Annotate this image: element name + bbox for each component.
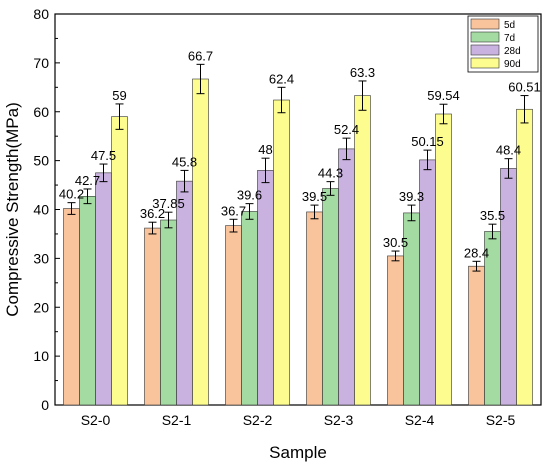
data-label: 39.5 <box>302 189 327 204</box>
bars <box>63 63 533 406</box>
data-label: 50.15 <box>411 134 444 149</box>
legend: 5d 7d 28d 90d <box>467 15 539 73</box>
data-label: 45.8 <box>172 154 197 169</box>
data-label: 37.85 <box>152 196 185 211</box>
legend-label: 5d <box>504 20 515 31</box>
bar-28d-S2-2 <box>257 170 274 406</box>
bar-28d-S2-1 <box>176 180 193 406</box>
data-label: 36.7 <box>221 203 246 218</box>
data-label: 36.2 <box>140 206 165 221</box>
legend-swatch <box>470 18 500 30</box>
data-label: 66.7 <box>188 48 213 63</box>
bar-5d-S2-3 <box>306 211 323 406</box>
bar-7d-S2-2 <box>241 211 258 406</box>
x-tick-label: S2-1 <box>162 412 192 428</box>
y-tick-label: 0 <box>41 397 49 413</box>
bar-90d-S2-1 <box>192 78 209 406</box>
data-label: 52.4 <box>334 122 359 137</box>
bar-90d-S2-3 <box>354 95 371 406</box>
y-tick-label: 70 <box>33 55 49 71</box>
data-label: 63.3 <box>350 65 375 80</box>
y-tick-label: 40 <box>33 202 49 218</box>
bar-5d-S2-2 <box>225 225 242 406</box>
plot-frame <box>54 13 542 406</box>
legend-label: 28d <box>504 46 521 57</box>
data-label: 28.4 <box>464 245 489 260</box>
x-tick-label: S2-3 <box>324 412 354 428</box>
data-label: 39.6 <box>237 188 262 203</box>
data-label: 59.54 <box>427 88 460 103</box>
y-tick-label: 20 <box>33 299 49 315</box>
bar-5d-S2-4 <box>387 255 404 406</box>
bar-5d-S2-0 <box>63 208 80 406</box>
data-label: 40.2 <box>59 187 84 202</box>
y-tick-label: 30 <box>33 250 49 266</box>
bar-7d-S2-1 <box>160 219 177 406</box>
y-axis-title: Compressive Strength(MPa) <box>3 102 22 316</box>
bar-7d-S2-3 <box>322 188 339 406</box>
x-axis-title: Sample <box>269 443 327 462</box>
data-label: 62.4 <box>269 71 294 86</box>
data-label: 60.51 <box>508 80 541 95</box>
data-label: 44.3 <box>318 166 343 181</box>
data-label: 48.4 <box>496 143 521 158</box>
bar-28d-S2-0 <box>95 172 112 406</box>
bar-28d-S2-3 <box>338 148 355 406</box>
x-tick-label: S2-2 <box>243 412 273 428</box>
legend-label: 90d <box>504 59 521 70</box>
data-label: 39.3 <box>399 189 424 204</box>
legend-swatch <box>470 31 500 43</box>
bar-5d-S2-1 <box>144 227 161 406</box>
x-tick-label: S2-4 <box>405 412 435 428</box>
bar-5d-S2-5 <box>468 265 485 406</box>
x-tick-label: S2-5 <box>486 412 516 428</box>
y-tick-label: 10 <box>33 348 49 364</box>
bar-90d-S2-4 <box>435 113 452 406</box>
y-tick-label: 80 <box>33 6 49 22</box>
data-label: 42.7 <box>75 173 100 188</box>
x-tick-label: S2-0 <box>81 412 111 428</box>
legend-label: 7d <box>504 33 515 44</box>
data-label: 48 <box>258 142 272 157</box>
legend-swatch <box>470 57 500 69</box>
data-label: 30.5 <box>383 235 408 250</box>
axes: 0 10 20 30 40 50 60 70 80 S2-0 S2-1 S2-2 S2-3 S2-4 S2-… <box>33 6 542 428</box>
data-labels: 40.2 36.2 36.7 39.5 30.5 28.4 42.7 37.85 39.6 44.… <box>59 48 541 260</box>
data-label: 59 <box>112 88 126 103</box>
legend-swatch <box>470 44 500 56</box>
y-tick-label: 50 <box>33 153 49 169</box>
bar-90d-S2-2 <box>273 99 290 406</box>
bar-28d-S2-5 <box>500 168 517 406</box>
bar-7d-S2-0 <box>79 196 96 406</box>
y-tick-label: 60 <box>33 104 49 120</box>
data-label: 35.5 <box>480 208 505 223</box>
data-label: 47.5 <box>91 148 116 163</box>
